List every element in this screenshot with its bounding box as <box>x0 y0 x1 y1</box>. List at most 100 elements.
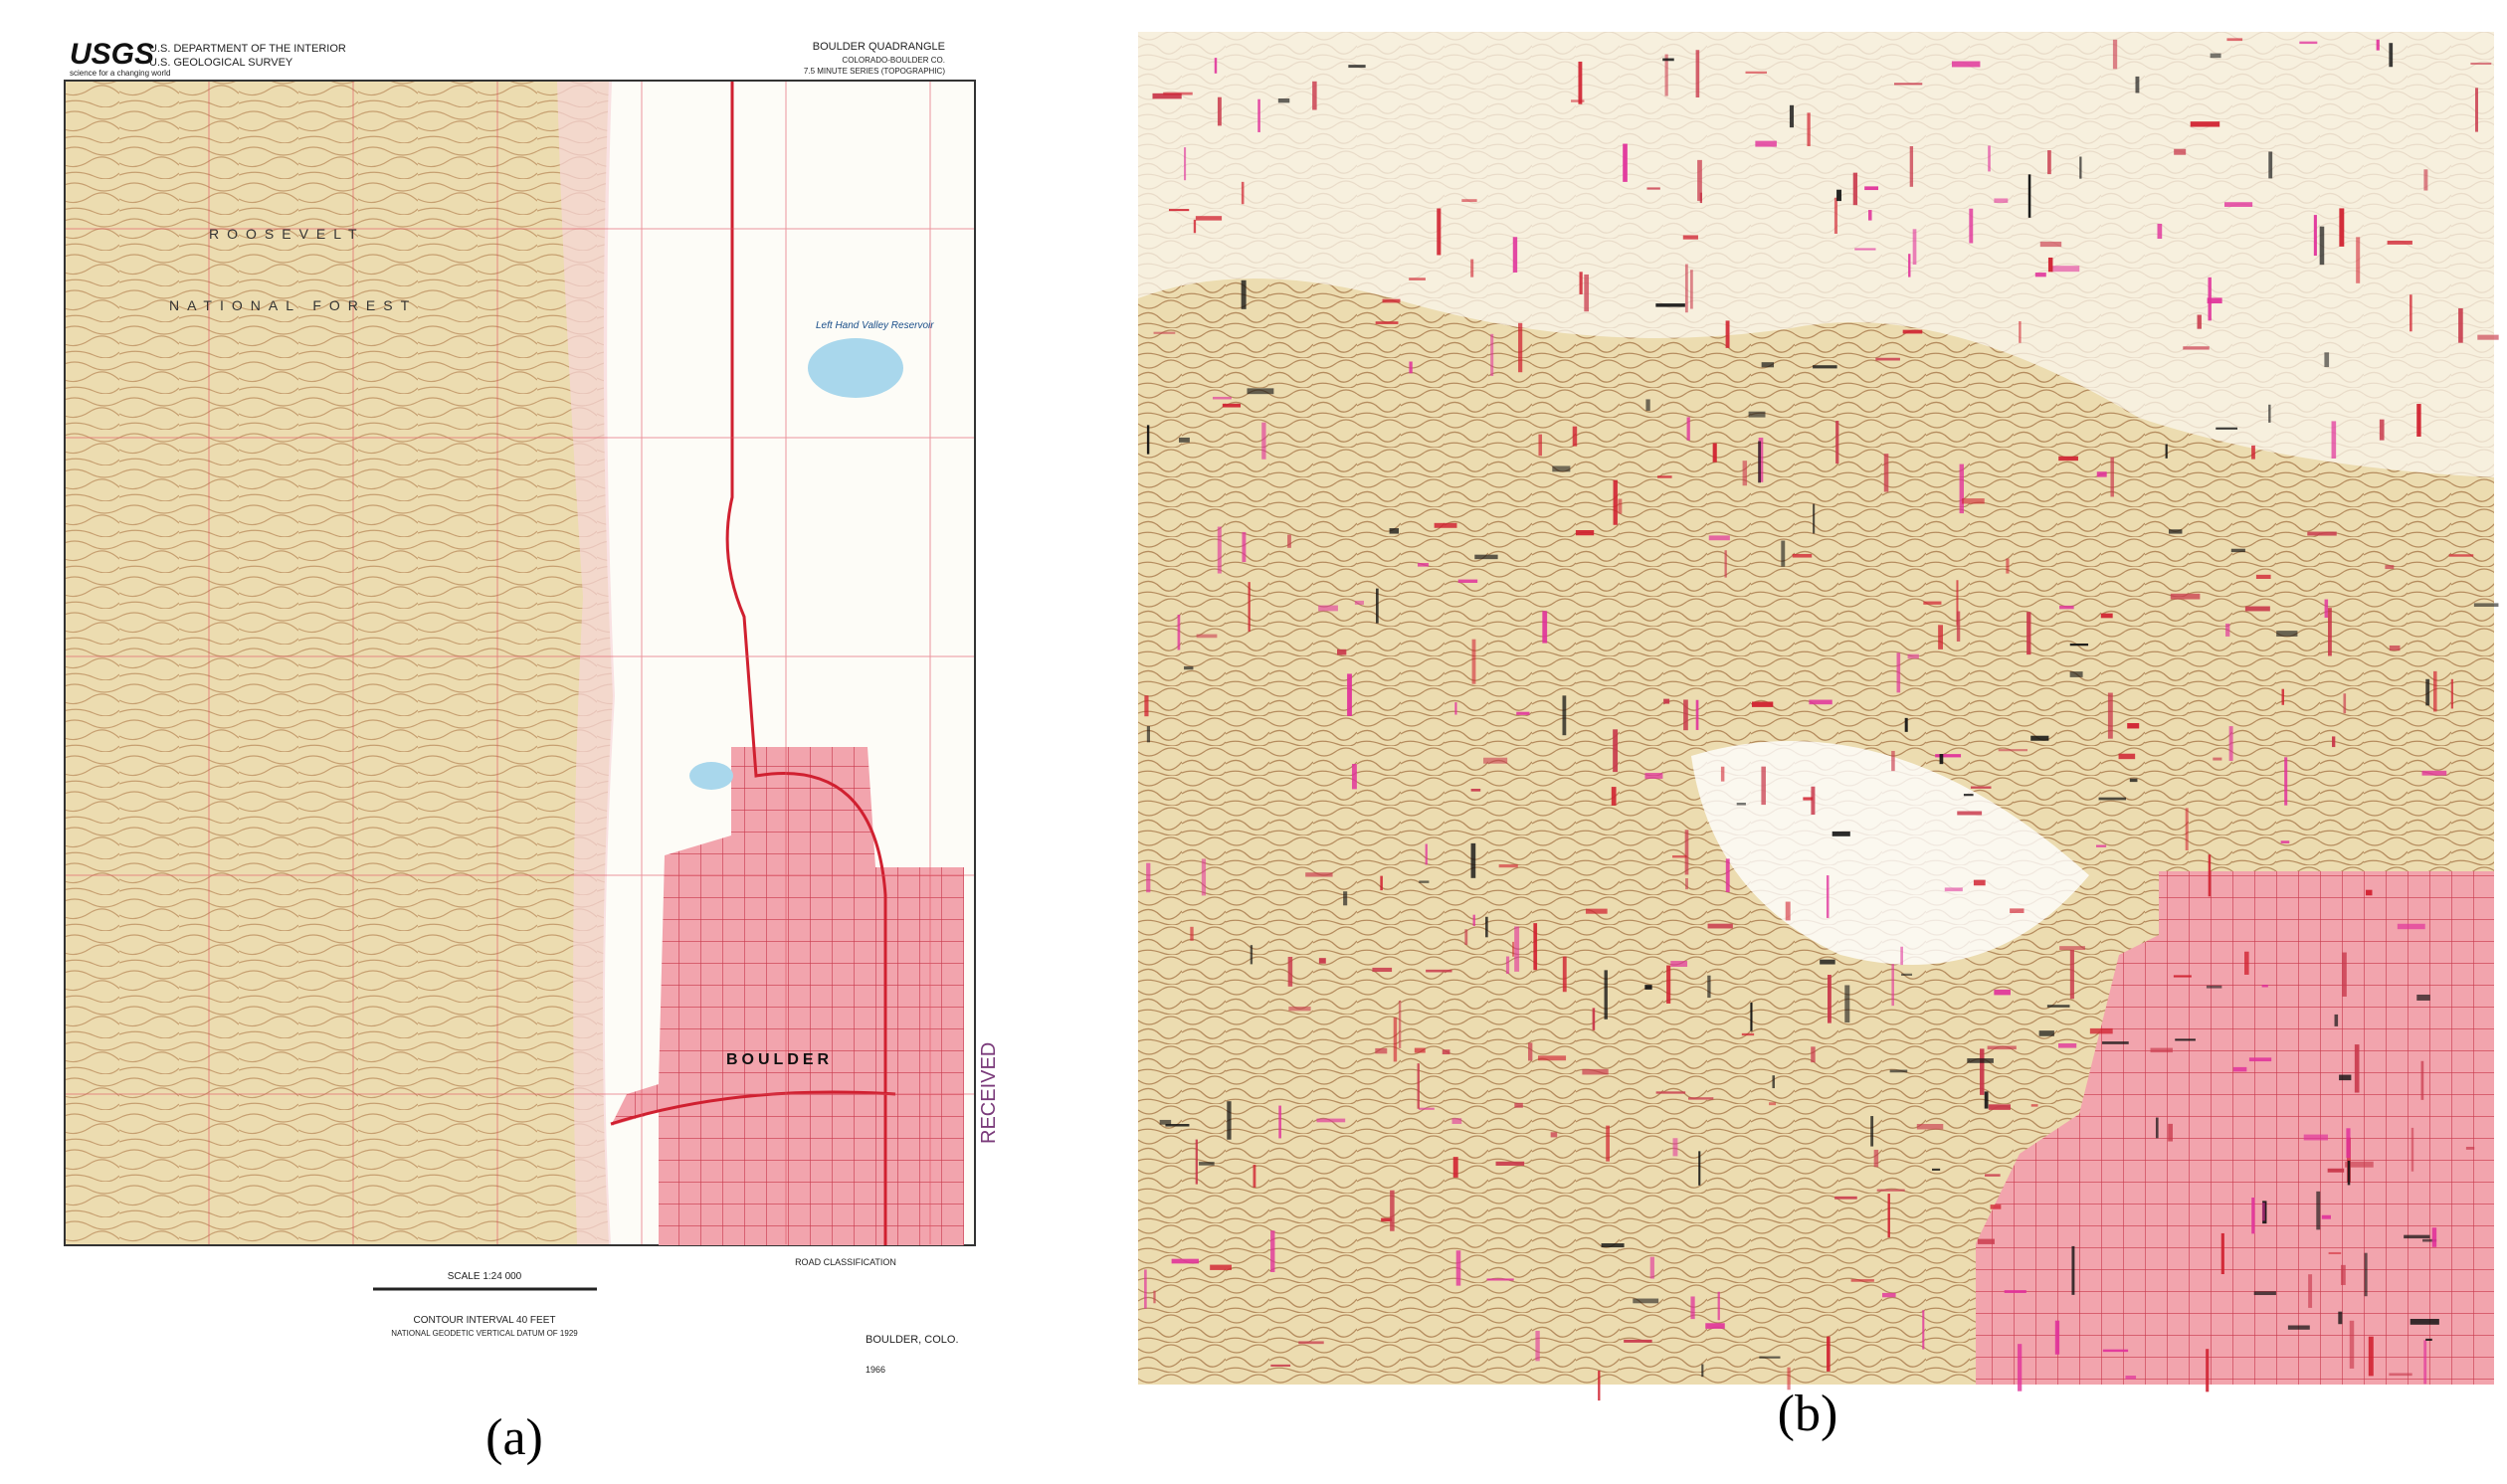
map-noise <box>1984 1091 1989 1109</box>
map-noise <box>2069 671 2083 677</box>
map-noise <box>2368 1336 2374 1377</box>
map-noise <box>1672 1138 1678 1157</box>
map-noise <box>1682 235 1698 240</box>
map-noise <box>1193 219 1197 234</box>
map-noise <box>1575 530 1595 536</box>
map-noise <box>1994 198 2009 203</box>
map-noise <box>1153 1290 1156 1304</box>
map-noise <box>1382 298 1401 303</box>
map-noise <box>2287 1325 2310 1330</box>
map-noise <box>2334 1014 2339 1026</box>
map-noise <box>1159 1119 1172 1125</box>
map-noise <box>2174 148 2187 155</box>
map-noise <box>1923 601 1942 605</box>
map-noise <box>1742 461 1748 486</box>
map-noise <box>1745 71 1768 74</box>
map-noise <box>1146 862 1151 893</box>
map-noise <box>1163 92 1193 95</box>
map-noise <box>1697 159 1702 201</box>
map-noise <box>2421 770 2447 776</box>
map-noise <box>1980 1048 1985 1095</box>
map-noise <box>1528 1042 1533 1061</box>
panel-label: (a) <box>485 1409 543 1466</box>
map-noise <box>1662 58 1674 62</box>
map-noise <box>2010 908 2025 913</box>
map-noise <box>1908 254 1911 278</box>
map-noise <box>2058 456 2078 462</box>
map-noise <box>1698 1151 1701 1186</box>
map-noise <box>1751 701 1774 707</box>
map-noise <box>1759 1356 1781 1359</box>
map-noise <box>1889 1069 1908 1073</box>
map-noise <box>1708 535 1730 541</box>
panel-a: USGS science for a changing world U.S. D… <box>64 38 1000 1466</box>
map-noise <box>1852 172 1858 206</box>
map-label: BOULDER <box>726 1051 833 1068</box>
blank-patch <box>1691 741 2089 965</box>
map-noise <box>2225 623 2230 637</box>
map-noise <box>1623 143 1628 182</box>
map-noise <box>1512 237 1518 273</box>
map-noise <box>2465 1146 2475 1150</box>
map-noise <box>2118 753 2136 760</box>
map-noise <box>2356 237 2361 283</box>
map-noise <box>2251 445 2255 460</box>
map-noise <box>1278 1105 1281 1139</box>
map-noise <box>2096 471 2107 477</box>
map-noise <box>1248 582 1251 632</box>
map-noise <box>1217 526 1222 574</box>
highway <box>725 82 887 1245</box>
map-noise <box>1470 789 1481 792</box>
map-label: Left Hand Valley Reservoir <box>816 320 934 331</box>
map-noise <box>1827 1336 1831 1372</box>
map-noise <box>1644 773 1663 779</box>
map-noise <box>2431 1227 2437 1247</box>
map-noise <box>1666 965 1671 1004</box>
map-noise <box>2135 76 2140 93</box>
map-noise <box>1912 229 1917 265</box>
map-noise <box>2268 404 2271 423</box>
map-noise <box>2379 419 2385 441</box>
map-noise <box>1144 695 1149 717</box>
map-noise <box>1973 879 1986 886</box>
map-noise <box>2210 53 2221 59</box>
map-noise <box>2050 266 2080 273</box>
map-noise <box>1426 969 1452 973</box>
map-noise <box>1712 443 1717 463</box>
map-noise <box>1241 181 1245 205</box>
map-noise <box>2420 1060 2424 1100</box>
map-noise <box>1833 197 1838 234</box>
map-noise <box>1196 634 1218 639</box>
map-noise <box>1645 399 1650 411</box>
map-noise <box>1990 1205 2002 1209</box>
map-noise <box>1663 698 1670 704</box>
map-noise <box>1389 528 1400 534</box>
map-noise <box>2208 277 2212 321</box>
map-noise <box>1514 1102 1523 1108</box>
map-noise <box>1250 945 1254 965</box>
map-noise <box>1375 321 1399 324</box>
map-noise <box>1932 1168 1941 1171</box>
map-noise <box>2208 854 2212 897</box>
map-noise <box>1624 1339 1652 1343</box>
map-noise <box>1963 794 1974 797</box>
map-noise <box>2319 226 2325 266</box>
map-noise <box>1883 454 1889 492</box>
map-noise <box>1705 1323 1725 1329</box>
map-noise <box>1550 1132 1558 1138</box>
map-noise <box>1471 639 1476 684</box>
map-noise <box>1646 187 1660 190</box>
map-noise <box>1512 941 1515 957</box>
pale-area <box>1138 32 2494 477</box>
map-noise <box>1755 140 1777 147</box>
map-label: NATIONAL FOREST <box>169 297 417 313</box>
map-noise <box>2058 1043 2077 1048</box>
map-noise <box>1876 1189 1905 1192</box>
map-noise <box>1419 880 1430 883</box>
map-noise <box>1685 878 1688 890</box>
map-noise <box>1552 465 1571 472</box>
map-noise <box>1644 985 1652 990</box>
map-noise <box>2110 457 2114 497</box>
map-noise <box>2316 1191 2321 1230</box>
map-noise <box>2079 156 2082 179</box>
